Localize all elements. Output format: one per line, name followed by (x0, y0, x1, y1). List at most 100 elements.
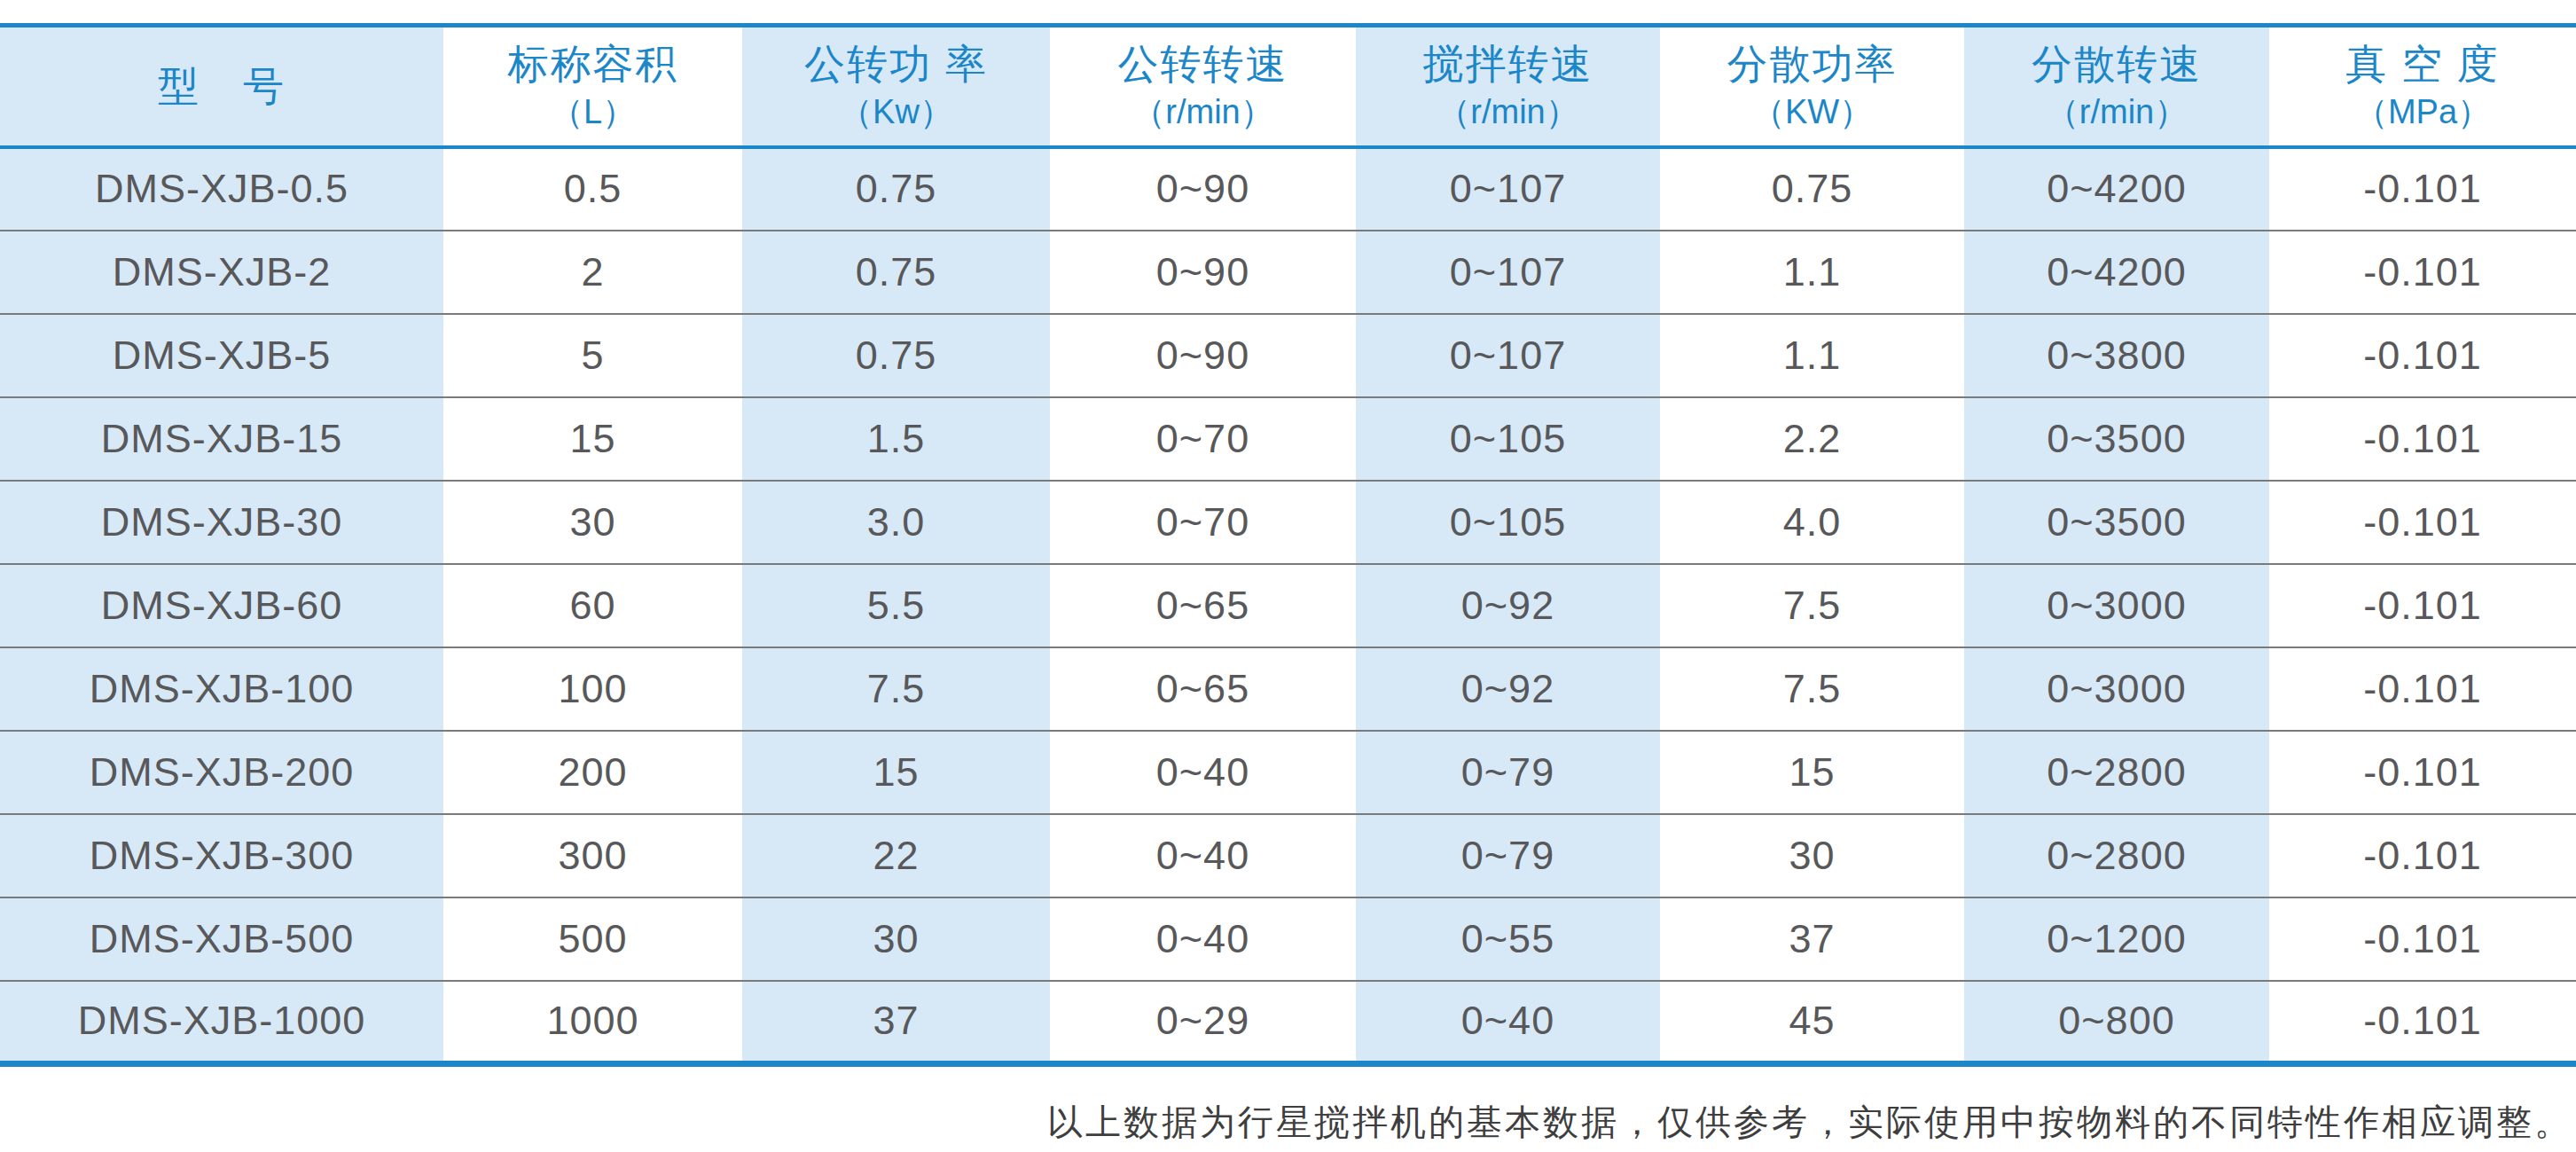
table-row: DMS-XJB-500500300~400~55370~1200-0.101 (0, 897, 2576, 981)
value-cell: 100 (443, 647, 742, 731)
value-cell: 5 (443, 314, 742, 397)
model-cell: DMS-XJB-15 (0, 397, 443, 481)
value-cell: 7.5 (742, 647, 1050, 731)
value-cell: 0~90 (1050, 231, 1356, 314)
value-cell: -0.101 (2269, 981, 2576, 1064)
value-cell: -0.101 (2269, 147, 2576, 231)
model-cell: DMS-XJB-5 (0, 314, 443, 397)
value-cell: 0~2800 (1964, 731, 2269, 814)
column-unit: （MPa） (2269, 94, 2576, 131)
value-cell: -0.101 (2269, 397, 2576, 481)
value-cell: 1000 (443, 981, 742, 1064)
value-cell: -0.101 (2269, 314, 2576, 397)
table-row: DMS-XJB-1001007.50~650~927.50~3000-0.101 (0, 647, 2576, 731)
value-cell: 0~55 (1356, 897, 1660, 981)
table-row: DMS-XJB-10001000370~290~40450~800-0.101 (0, 981, 2576, 1064)
model-cell: DMS-XJB-30 (0, 481, 443, 564)
value-cell: 60 (443, 564, 742, 647)
value-cell: 0~92 (1356, 564, 1660, 647)
value-cell: 0.5 (443, 147, 742, 231)
value-cell: 200 (443, 731, 742, 814)
column-title: 公转功 率 (742, 42, 1050, 87)
value-cell: 3.0 (742, 481, 1050, 564)
value-cell: 1.1 (1660, 314, 1964, 397)
table-row: DMS-XJB-200200150~400~79150~2800-0.101 (0, 731, 2576, 814)
value-cell: 0.75 (742, 147, 1050, 231)
value-cell: 2 (443, 231, 742, 314)
column-header: 分散功率 （KW） (1660, 26, 1964, 147)
value-cell: 0~3500 (1964, 397, 2269, 481)
value-cell: 22 (742, 814, 1050, 897)
value-cell: 0~3500 (1964, 481, 2269, 564)
value-cell: 0~3800 (1964, 314, 2269, 397)
column-title: 搅拌转速 (1356, 42, 1660, 87)
value-cell: 0~70 (1050, 397, 1356, 481)
table-row: DMS-XJB-550.750~900~1071.10~3800-0.101 (0, 314, 2576, 397)
value-cell: 4.0 (1660, 481, 1964, 564)
value-cell: 500 (443, 897, 742, 981)
value-cell: 0~40 (1356, 981, 1660, 1064)
value-cell: 5.5 (742, 564, 1050, 647)
header-row: 型 号标称容积（L）公转功 率（Kw）公转转速（r/min）搅拌转速（r/min… (0, 26, 2576, 147)
value-cell: 0~29 (1050, 981, 1356, 1064)
model-cell: DMS-XJB-0.5 (0, 147, 443, 231)
value-cell: 0.75 (742, 314, 1050, 397)
value-cell: 0~3000 (1964, 564, 2269, 647)
value-cell: 0~4200 (1964, 231, 2269, 314)
model-cell: DMS-XJB-1000 (0, 981, 443, 1064)
value-cell: 30 (742, 897, 1050, 981)
column-unit: （L） (443, 94, 742, 131)
column-unit: （r/min） (1356, 94, 1660, 131)
model-cell: DMS-XJB-200 (0, 731, 443, 814)
value-cell: 15 (1660, 731, 1964, 814)
value-cell: 37 (742, 981, 1050, 1064)
value-cell: 0~107 (1356, 231, 1660, 314)
value-cell: 15 (443, 397, 742, 481)
table-body: DMS-XJB-0.50.50.750~900~1070.750~4200-0.… (0, 147, 2576, 1064)
table-row: DMS-XJB-0.50.50.750~900~1070.750~4200-0.… (0, 147, 2576, 231)
value-cell: 0~79 (1356, 731, 1660, 814)
value-cell: 0~92 (1356, 647, 1660, 731)
table-row: DMS-XJB-15151.50~700~1052.20~3500-0.101 (0, 397, 2576, 481)
column-title: 分散功率 (1660, 42, 1964, 87)
column-unit: （r/min） (1050, 94, 1356, 131)
value-cell: 0~105 (1356, 397, 1660, 481)
value-cell: 37 (1660, 897, 1964, 981)
value-cell: 0~107 (1356, 147, 1660, 231)
column-header: 搅拌转速 （r/min） (1356, 26, 1660, 147)
value-cell: -0.101 (2269, 481, 2576, 564)
value-cell: 45 (1660, 981, 1964, 1064)
table-row: DMS-XJB-300300220~400~79300~2800-0.101 (0, 814, 2576, 897)
value-cell: 0~1200 (1964, 897, 2269, 981)
value-cell: 0~800 (1964, 981, 2269, 1064)
column-header: 公转功 率 （Kw） (742, 26, 1050, 147)
value-cell: 0~90 (1050, 147, 1356, 231)
value-cell: 300 (443, 814, 742, 897)
value-cell: -0.101 (2269, 647, 2576, 731)
value-cell: -0.101 (2269, 731, 2576, 814)
value-cell: 0~79 (1356, 814, 1660, 897)
table-row: DMS-XJB-220.750~900~1071.10~4200-0.101 (0, 231, 2576, 314)
value-cell: -0.101 (2269, 231, 2576, 314)
value-cell: 0.75 (742, 231, 1050, 314)
value-cell: -0.101 (2269, 564, 2576, 647)
value-cell: 0~65 (1050, 647, 1356, 731)
model-cell: DMS-XJB-300 (0, 814, 443, 897)
column-title: 型 号 (0, 64, 443, 109)
model-cell: DMS-XJB-2 (0, 231, 443, 314)
value-cell: 30 (443, 481, 742, 564)
value-cell: 0~107 (1356, 314, 1660, 397)
column-unit: （KW） (1660, 94, 1964, 131)
value-cell: 7.5 (1660, 564, 1964, 647)
model-cell: DMS-XJB-500 (0, 897, 443, 981)
value-cell: 0~40 (1050, 731, 1356, 814)
value-cell: 0~2800 (1964, 814, 2269, 897)
value-cell: 0~40 (1050, 814, 1356, 897)
column-unit: （r/min） (1964, 94, 2269, 131)
value-cell: -0.101 (2269, 814, 2576, 897)
value-cell: 1.5 (742, 397, 1050, 481)
spec-sheet: 型 号标称容积（L）公转功 率（Kw）公转转速（r/min）搅拌转速（r/min… (0, 0, 2576, 1152)
value-cell: 0~4200 (1964, 147, 2269, 231)
column-unit: （Kw） (742, 94, 1050, 131)
value-cell: 15 (742, 731, 1050, 814)
